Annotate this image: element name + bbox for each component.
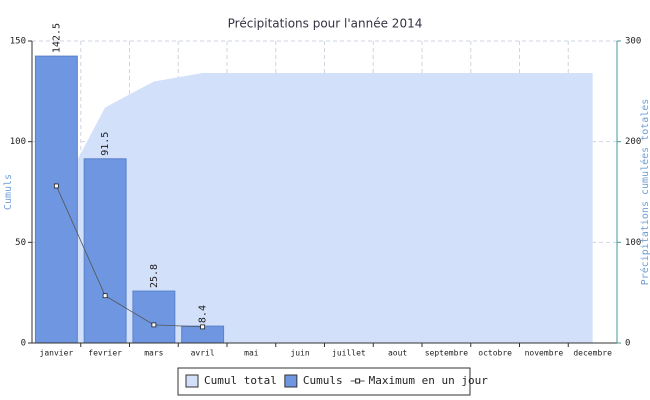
x-tick-label: novembre [525, 349, 564, 358]
legend-label: Cumuls [303, 374, 343, 387]
y-tick-label: 150 [10, 37, 26, 47]
point [102, 293, 108, 299]
line [56, 185, 203, 328]
point [151, 322, 157, 328]
y2-axis-label: Précipitations cumulées totales [639, 99, 650, 286]
x-tick-label: juin [290, 349, 309, 358]
area [56, 73, 593, 344]
bar [34, 55, 78, 344]
x-tick-label: janvier [40, 349, 74, 358]
bar [132, 290, 176, 344]
point [53, 183, 59, 189]
x-tick-label: decembre [573, 349, 612, 358]
data-label: 91.5 [100, 132, 111, 156]
x-tick-label: juillet [332, 349, 366, 358]
y-tick-label: 0 [21, 339, 26, 349]
y2-tick-label: 0 [625, 339, 630, 349]
y2-tick-label: 100 [625, 238, 641, 248]
legend-label: Maximum en un jour [369, 374, 489, 387]
y-tick-label: 100 [10, 137, 26, 147]
chart-title: Précipitations pour l'année 2014 [228, 17, 423, 31]
data-label: 25.8 [149, 264, 160, 288]
legend-label: Cumul total [204, 374, 277, 387]
y2-tick-label: 300 [625, 37, 641, 47]
x-tick-label: mars [144, 349, 163, 358]
x-tick-label: aout [388, 349, 407, 358]
bar [83, 158, 127, 344]
legend-swatch [185, 374, 199, 388]
data-label: 8.4 [198, 305, 209, 323]
y-tick-label: 50 [15, 238, 26, 248]
x-tick-label: avril [191, 349, 215, 358]
data-label: 142.5 [51, 23, 62, 53]
x-tick-label: mai [244, 349, 259, 358]
x-tick-label: fevrier [88, 349, 122, 358]
point [200, 324, 206, 330]
legend-swatch [284, 374, 298, 388]
legend-swatch [355, 378, 361, 384]
x-tick-label: septembre [425, 349, 469, 358]
x-tick-label: octobre [478, 349, 512, 358]
legend-box [177, 367, 471, 396]
y-axis-label: Cumuls [3, 174, 14, 210]
y2-tick-label: 200 [625, 137, 641, 147]
